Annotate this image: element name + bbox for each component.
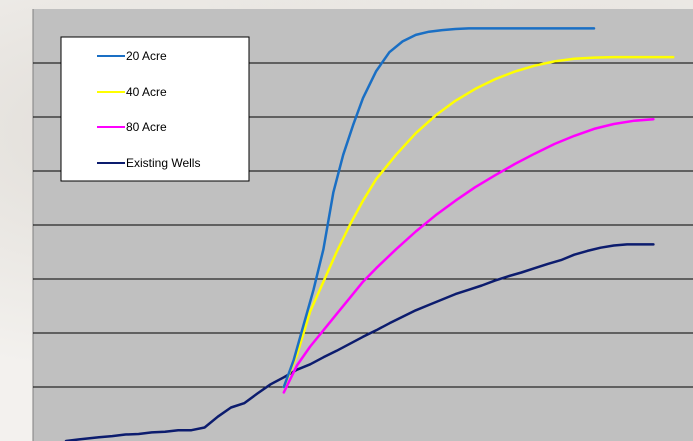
legend-label-40-acre: 40 Acre [126,85,167,99]
series-lines [64,27,675,441]
series-line-existing-wells [64,243,655,441]
series-line-80-acre [282,117,655,394]
legend-box [60,36,250,182]
legend-label-20-acre: 20 Acre [126,49,167,63]
series-line-20-acre [282,27,596,389]
series-line-40-acre [282,55,675,389]
legend-label-existing-wells: Existing Wells [126,156,200,170]
legend: 20 Acre 40 Acre 80 Acre Existing Wells [60,36,250,182]
legend-label-80-acre: 80 Acre [126,120,167,134]
